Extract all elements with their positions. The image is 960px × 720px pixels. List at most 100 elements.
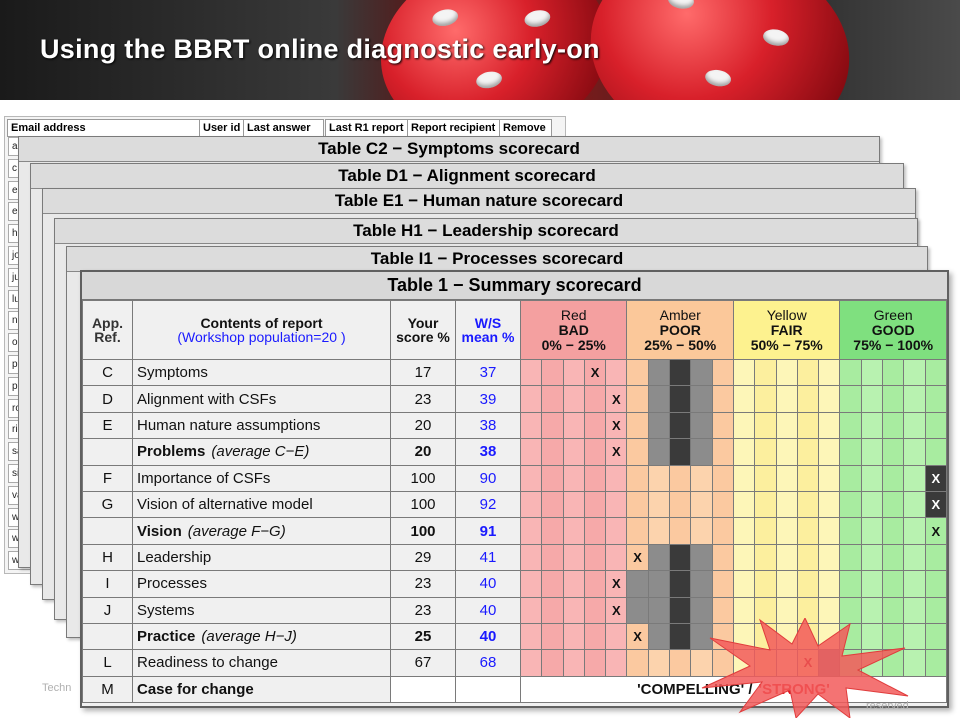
score-cell <box>647 358 671 387</box>
score-marker: X <box>924 517 947 545</box>
score-cell <box>882 543 905 572</box>
score-cell <box>775 385 798 413</box>
score-cell <box>818 570 841 598</box>
row-ref: F <box>82 464 133 492</box>
row-ref <box>82 438 133 466</box>
score-cell <box>647 596 671 624</box>
score-cell <box>583 649 607 677</box>
row-your-score: 23 <box>390 570 456 598</box>
score-cell <box>626 490 649 519</box>
column-header-email: Email address <box>7 119 200 137</box>
case-topic: Case for change <box>132 675 391 704</box>
header-contents-title: Contents of report <box>200 315 323 331</box>
zone-header-green: Green GOOD 75% − 100% <box>839 300 947 360</box>
score-cell <box>583 464 607 492</box>
score-cell <box>647 385 671 413</box>
column-header-user-id: User id <box>199 119 244 137</box>
score-cell <box>754 411 777 440</box>
score-cell <box>775 438 798 466</box>
row-your-score: 100 <box>390 517 456 545</box>
score-cell <box>626 517 649 545</box>
row-topic-label: Leadership <box>137 548 212 566</box>
score-marker: X <box>605 570 628 598</box>
zone-name: Red <box>560 306 587 323</box>
score-cell <box>690 517 713 545</box>
zone-header-red: Red BAD 0% − 25% <box>519 300 628 360</box>
zone-label: GOOD <box>871 321 915 338</box>
score-cell <box>903 517 926 545</box>
score-cell <box>519 490 543 519</box>
score-cell <box>818 543 841 572</box>
row-ws-mean: 91 <box>455 517 521 545</box>
row-topic: Vision of alternative model <box>132 490 391 519</box>
score-cell <box>690 464 713 492</box>
score-cell <box>519 358 543 387</box>
row-average-note: (average F−G) <box>187 522 286 540</box>
score-marker: X <box>605 596 628 624</box>
row-your-score: 17 <box>390 358 456 387</box>
score-cell <box>924 622 947 651</box>
score-cell <box>541 649 564 677</box>
score-marker: X <box>605 385 628 413</box>
score-cell <box>924 596 947 624</box>
zone-range: 75% − 100% <box>853 336 934 353</box>
row-your-score: 29 <box>390 543 456 572</box>
score-cell <box>924 543 947 572</box>
score-cell <box>754 570 777 598</box>
zone-range: 0% − 25% <box>541 336 606 353</box>
score-cell <box>882 622 905 651</box>
score-cell <box>732 570 756 598</box>
score-cell <box>626 649 649 677</box>
score-cell <box>626 596 649 624</box>
score-cell <box>711 543 734 572</box>
score-cell <box>903 622 926 651</box>
score-cell <box>541 385 564 413</box>
row-ref: H <box>82 543 133 572</box>
score-cell <box>669 385 692 413</box>
score-cell <box>626 570 649 598</box>
score-cell <box>647 517 671 545</box>
score-cell <box>669 438 692 466</box>
score-cell <box>541 622 564 651</box>
score-cell <box>711 385 734 413</box>
score-cell <box>711 517 734 545</box>
row-ref: E <box>82 411 133 440</box>
score-cell <box>562 543 585 572</box>
score-cell <box>818 385 841 413</box>
summary-scorecard-title: Table 1 − Summary scorecard <box>82 272 947 300</box>
score-cell <box>690 411 713 440</box>
score-cell <box>839 464 862 492</box>
row-ref: J <box>82 596 133 624</box>
score-cell <box>605 358 628 387</box>
score-cell <box>605 543 628 572</box>
score-cell <box>839 543 862 572</box>
zone-label: POOR <box>659 321 701 338</box>
row-topic-label: Alignment with CSFs <box>137 390 277 408</box>
row-your-score: 100 <box>390 490 456 519</box>
row-topic-label: Processes <box>137 575 208 593</box>
score-cell <box>796 358 820 387</box>
row-your-score: 23 <box>390 596 456 624</box>
score-cell <box>519 649 543 677</box>
score-cell <box>562 622 585 651</box>
score-cell <box>690 438 713 466</box>
row-ref <box>82 622 133 651</box>
scorecard-title: Table H1 − Leadership scorecard <box>55 219 917 244</box>
score-cell <box>541 464 564 492</box>
header-app-ref: App. Ref. <box>82 300 133 360</box>
row-ws-mean: 68 <box>455 649 521 677</box>
score-cell <box>839 438 862 466</box>
dice-pip <box>474 69 504 91</box>
score-cell <box>882 358 905 387</box>
scorecard-title: Table I1 − Processes scorecard <box>67 247 927 272</box>
score-cell <box>860 622 884 651</box>
score-cell <box>647 570 671 598</box>
row-ws-mean: 38 <box>455 411 521 440</box>
score-cell <box>860 464 884 492</box>
score-cell <box>711 411 734 440</box>
row-ws-mean: 37 <box>455 358 521 387</box>
summary-row: F Importance of CSFs 100 90 X <box>82 464 947 492</box>
score-cell <box>647 649 671 677</box>
score-cell <box>626 411 649 440</box>
score-cell <box>839 411 862 440</box>
